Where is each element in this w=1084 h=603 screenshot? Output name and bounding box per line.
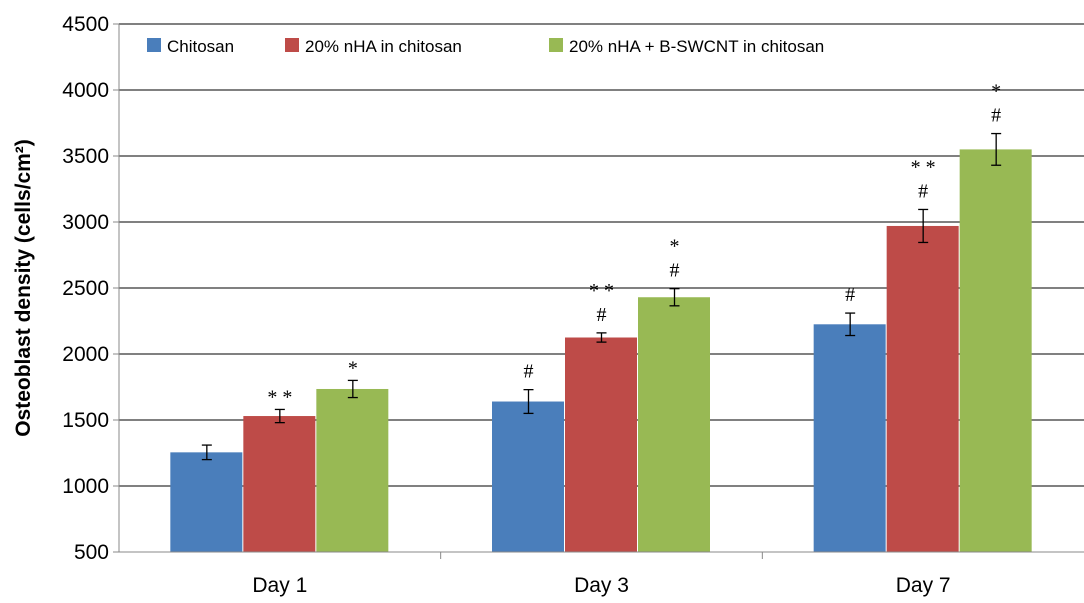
- significance-marker: *: [991, 81, 1001, 103]
- bar: [886, 225, 959, 552]
- y-tick-label: 1500: [62, 409, 109, 432]
- x-tick-labels: Day 1 Day 3 Day 7: [252, 552, 951, 597]
- y-tick-label: 4500: [62, 13, 109, 36]
- y-tick-label: 2000: [62, 343, 109, 366]
- y-tick-label: 500: [74, 541, 109, 564]
- bar: [959, 149, 1032, 552]
- significance-marker: * *: [589, 280, 614, 302]
- significance-marker: #: [991, 105, 1001, 127]
- significance-marker: * *: [267, 386, 292, 408]
- significance-marker: *: [348, 357, 358, 379]
- x-tick-label: Day 7: [896, 574, 951, 597]
- x-tick-label: Day 1: [252, 574, 307, 597]
- significance-marker: #: [845, 284, 855, 306]
- significance-marker: *: [670, 236, 680, 258]
- error-bars: [201, 132, 1002, 461]
- bar: [492, 401, 564, 552]
- bar: [565, 337, 637, 552]
- y-tick-label: 3000: [62, 211, 109, 234]
- bar: [638, 297, 710, 552]
- bar: [170, 452, 243, 552]
- legend-swatch: [285, 38, 299, 52]
- y-tick-label: 3500: [62, 145, 109, 168]
- y-axis-label: Osteoblast density (cells/cm²): [12, 139, 35, 437]
- legend-label: 20% nHA in chitosan: [305, 37, 462, 56]
- y-tick-label: 1000: [62, 475, 109, 498]
- bar: [813, 324, 886, 552]
- bar: [316, 388, 389, 552]
- legend-swatch: [549, 38, 563, 52]
- significance-marker: #: [670, 260, 680, 282]
- bar: [243, 416, 316, 552]
- significance-annotations: * ** ##* *#*##* *#*: [267, 81, 1001, 409]
- significance-marker: * *: [911, 156, 936, 178]
- x-tick-label: Day 3: [574, 574, 629, 597]
- significance-marker: #: [524, 361, 534, 383]
- legend-label: 20% nHA + B-SWCNT in chitosan: [569, 37, 824, 56]
- legend: Chitosan 20% nHA in chitosan 20% nHA + B-S…: [147, 37, 824, 56]
- y-tick-labels: 500 1000 1500 2000 2500 3000 3500 4000 4500: [62, 13, 119, 564]
- bars: [170, 149, 1032, 552]
- y-tick-label: 2500: [62, 277, 109, 300]
- significance-marker: #: [597, 304, 607, 326]
- legend-swatch: [147, 38, 161, 52]
- y-tick-label: 4000: [62, 79, 109, 102]
- legend-label: Chitosan: [167, 37, 234, 56]
- significance-marker: #: [918, 180, 928, 202]
